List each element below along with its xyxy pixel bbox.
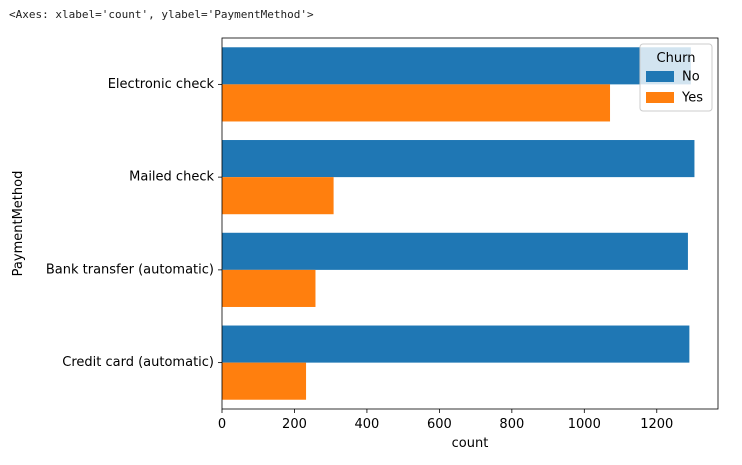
x-tick-label: 0 xyxy=(218,417,226,432)
legend-title: Churn xyxy=(657,51,696,66)
bar-bank-transfer-automatic-no xyxy=(222,232,688,270)
y-axis-label: PaymentMethod xyxy=(11,171,26,277)
legend-label-no: No xyxy=(682,70,700,85)
bar-credit-card-automatic-yes xyxy=(222,362,307,400)
plot-frame xyxy=(221,37,719,410)
bar-mailed-check-yes xyxy=(222,177,334,215)
x-tick-label: 800 xyxy=(499,417,524,432)
x-tick-label: 600 xyxy=(427,417,452,432)
legend-swatch-yes xyxy=(646,92,674,103)
output-repr-text: <Axes: xlabel='count', ylabel='PaymentMe… xyxy=(9,8,314,21)
bar-electronic-check-yes xyxy=(222,84,611,122)
y-tick-label: Credit card (automatic) xyxy=(62,355,214,370)
legend: Churn No Yes xyxy=(639,43,713,112)
legend-swatch-no xyxy=(646,71,674,82)
x-tick-label: 200 xyxy=(282,417,307,432)
bar-electronic-check-no xyxy=(222,47,691,85)
y-tick-label: Bank transfer (automatic) xyxy=(46,262,214,277)
ticks-layer: Electronic check Mailed check Bank transfe… xyxy=(46,77,673,432)
bar-credit-card-automatic-no xyxy=(222,325,690,363)
x-tick-label: 1000 xyxy=(568,417,601,432)
y-tick-label: Electronic check xyxy=(108,77,215,92)
bar-mailed-check-no xyxy=(222,140,695,178)
x-tick-label: 1200 xyxy=(640,417,673,432)
legend-label-yes: Yes xyxy=(681,91,703,106)
y-tick-label: Mailed check xyxy=(129,170,214,185)
bars-layer xyxy=(222,47,695,400)
bar-bank-transfer-automatic-yes xyxy=(222,269,316,307)
x-tick-label: 400 xyxy=(355,417,380,432)
x-axis-label: count xyxy=(452,436,489,451)
